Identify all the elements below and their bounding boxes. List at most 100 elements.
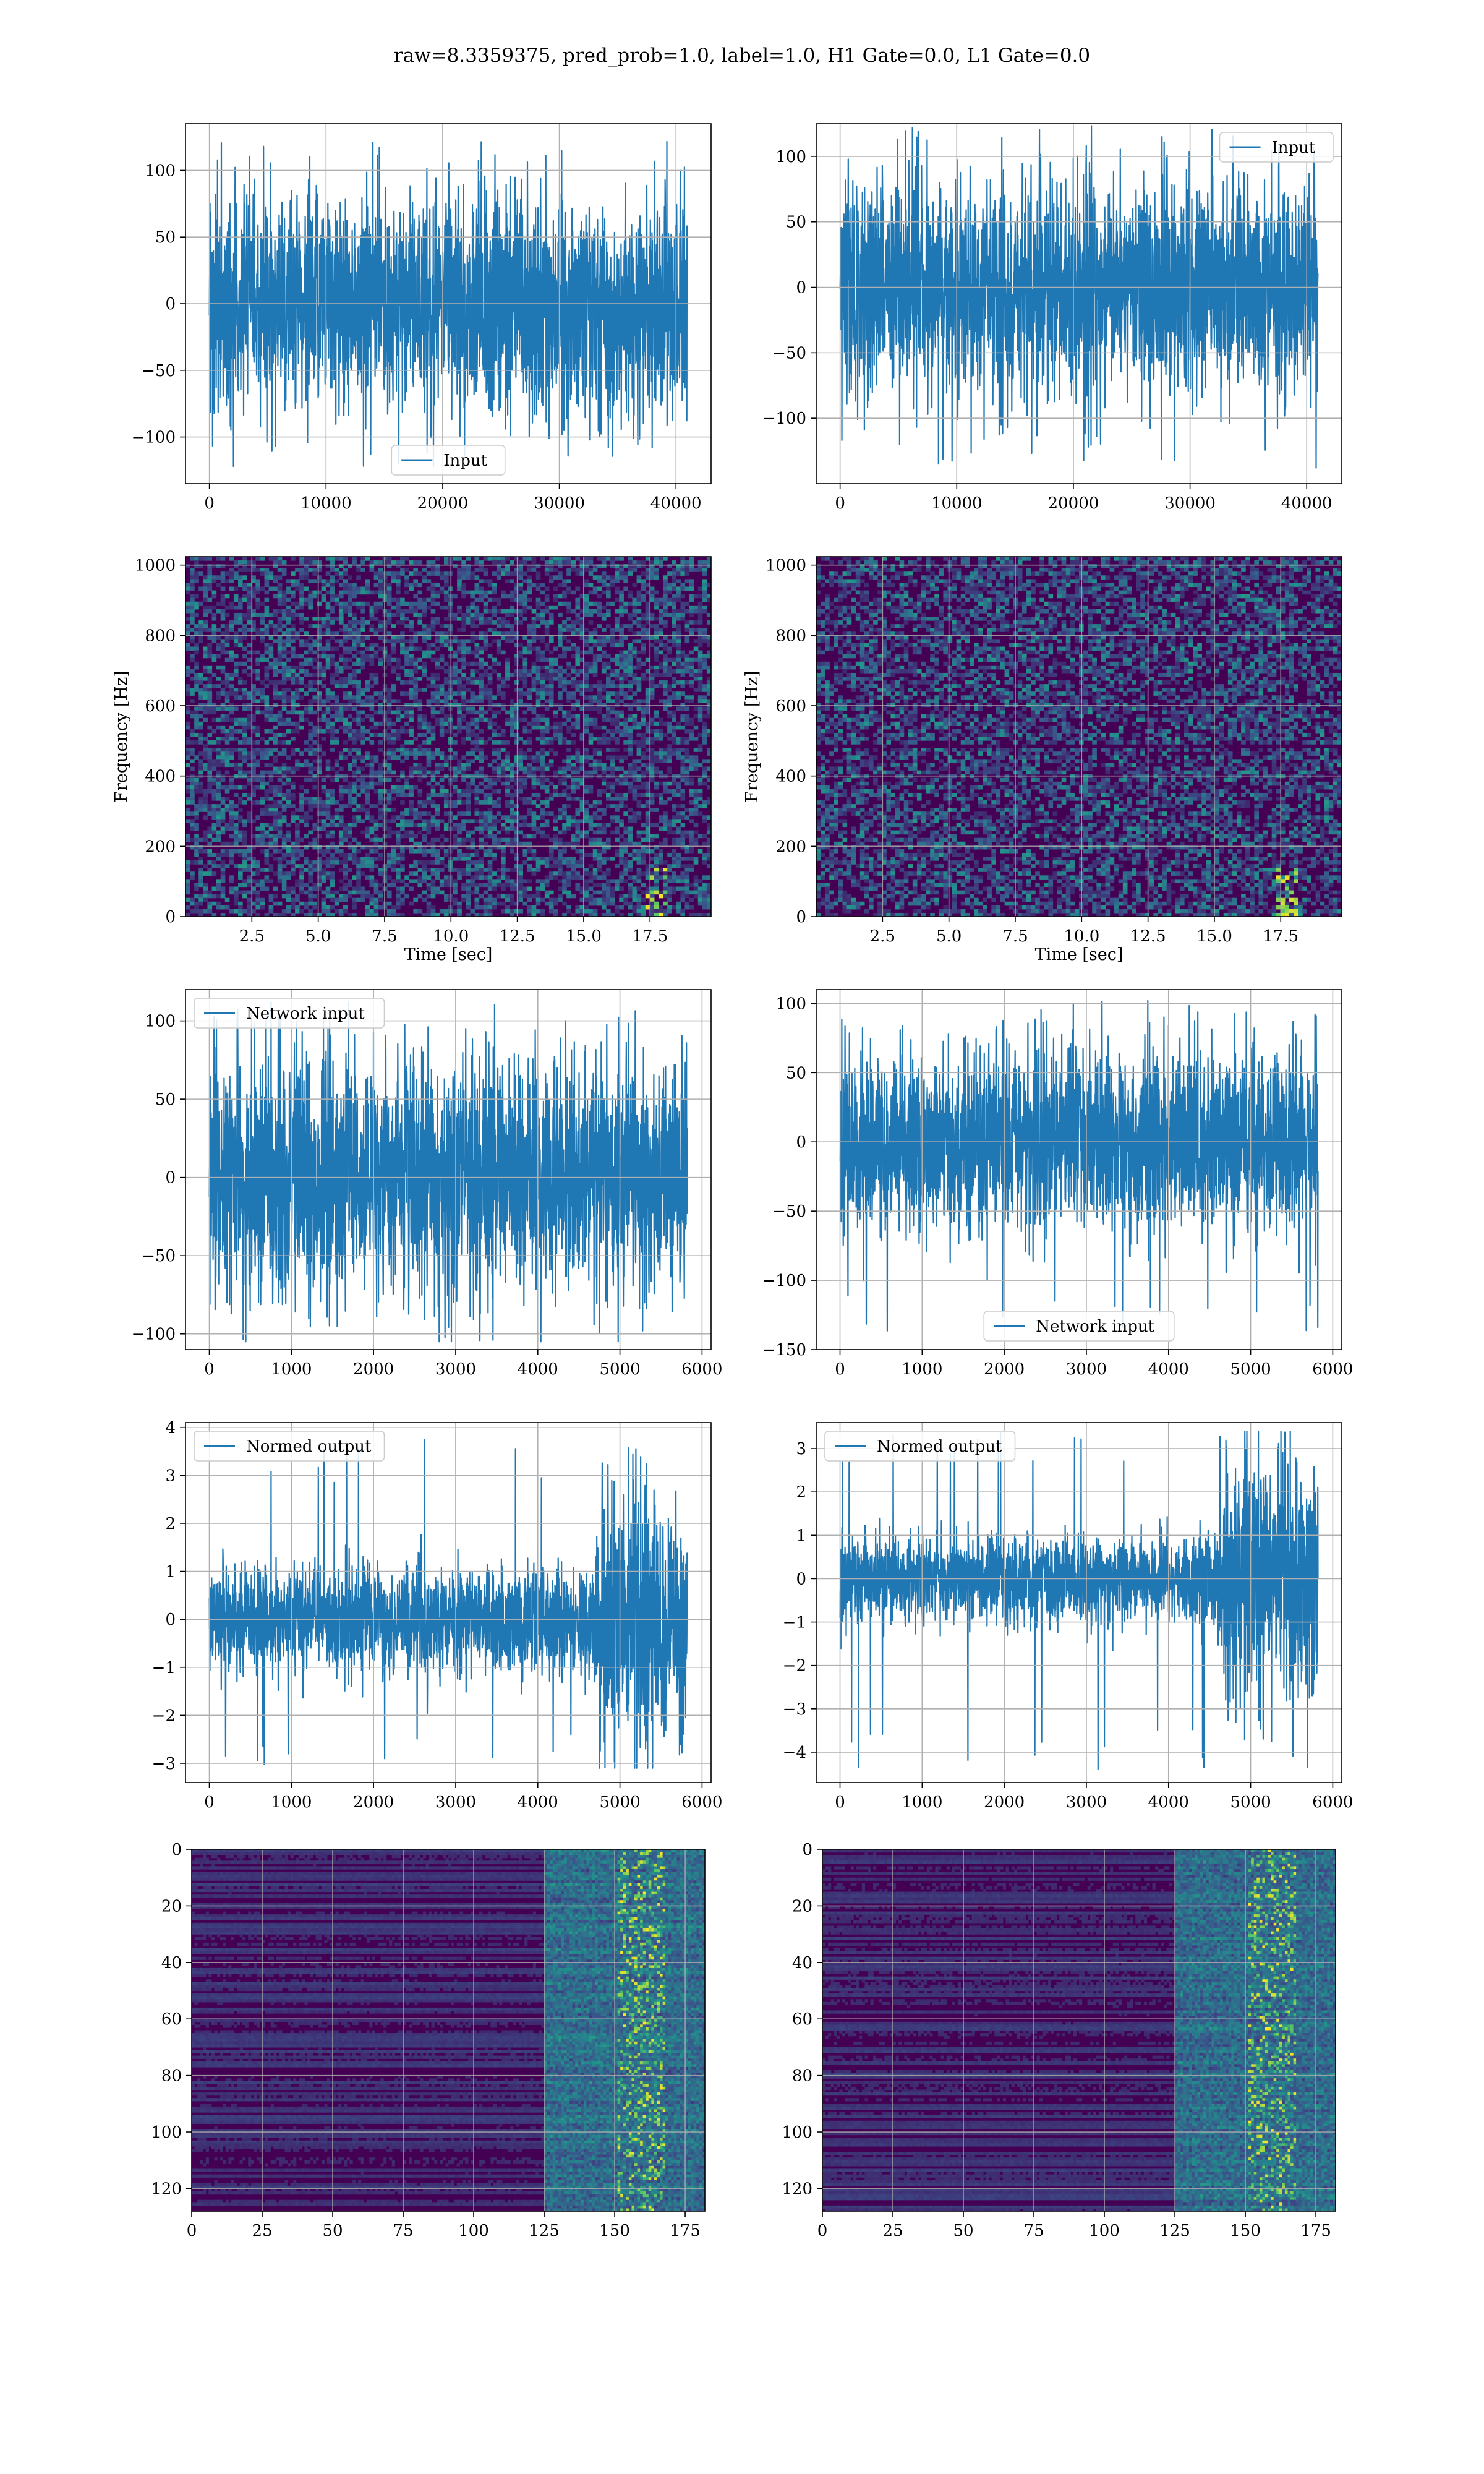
heatmap-cell	[579, 628, 585, 632]
heatmap-cell	[649, 590, 655, 595]
heatmap-cell	[190, 751, 195, 756]
heatmap-cell	[268, 717, 274, 722]
heatmap-cell	[632, 597, 638, 602]
heatmap-cell	[575, 699, 581, 704]
heatmap-cell	[295, 672, 300, 677]
heatmap-cell	[386, 620, 392, 625]
heatmap-cell	[518, 777, 524, 782]
heatmap-cell	[584, 677, 589, 681]
heatmap-cell	[343, 650, 348, 655]
heatmap-cell	[404, 650, 409, 655]
heatmap-cell	[706, 823, 711, 828]
heatmap-cell	[584, 725, 589, 730]
heatmap-cell	[676, 819, 681, 824]
heatmap-cell	[268, 575, 274, 580]
heatmap-cell	[457, 770, 462, 775]
heatmap-cell	[308, 597, 313, 602]
heatmap-cell	[654, 792, 659, 797]
heatmap-cell	[601, 590, 607, 595]
heatmap-cell	[553, 789, 558, 794]
heatmap-cell	[220, 725, 226, 730]
heatmap-cell	[348, 785, 352, 790]
heatmap-cell	[636, 751, 642, 756]
heatmap-cell	[697, 748, 703, 752]
heatmap-cell	[654, 654, 659, 659]
heatmap-cell	[597, 737, 602, 741]
heatmap-cell	[628, 669, 633, 674]
heatmap-cell	[348, 564, 352, 568]
heatmap-cell	[386, 800, 392, 805]
heatmap-cell	[229, 575, 234, 580]
heatmap-cell	[216, 811, 221, 816]
heatmap-cell	[510, 826, 514, 831]
heatmap-cell	[330, 635, 335, 640]
heatmap-cell	[672, 748, 676, 752]
heatmap-cell	[242, 628, 247, 632]
heatmap-cell	[186, 789, 190, 794]
heatmap-cell	[702, 729, 707, 734]
heatmap-cell	[194, 721, 199, 726]
heatmap-cell	[667, 766, 672, 771]
heatmap-cell	[186, 583, 190, 588]
heatmap-cell	[304, 717, 309, 722]
heatmap-cell	[693, 800, 699, 805]
heatmap-cell	[548, 781, 554, 786]
heatmap-cell	[291, 639, 296, 644]
heatmap-cell	[233, 665, 239, 670]
heatmap-cell	[558, 624, 563, 628]
heatmap-cell	[697, 777, 703, 782]
heatmap-cell	[203, 804, 208, 808]
heatmap-cell	[522, 755, 528, 760]
heatmap-cell	[697, 643, 703, 648]
heatmap-cell	[535, 815, 541, 820]
heatmap-cell	[544, 789, 550, 794]
heatmap-cell	[575, 661, 581, 666]
heatmap-cell	[426, 703, 432, 708]
heatmap-cell	[255, 568, 261, 572]
heatmap-cell	[684, 635, 690, 640]
heatmap-cell	[404, 680, 409, 685]
heatmap-cell	[623, 721, 629, 726]
heatmap-cell	[632, 609, 638, 614]
heatmap-cell	[601, 717, 607, 722]
heatmap-cell	[264, 811, 270, 816]
heatmap-cell	[373, 560, 379, 565]
heatmap-cell	[186, 710, 190, 715]
heatmap-cell	[268, 571, 274, 576]
heatmap-cell	[233, 575, 239, 580]
heatmap-cell	[229, 729, 234, 734]
heatmap-cell	[325, 612, 331, 617]
heatmap-cell	[610, 680, 615, 685]
heatmap-cell	[514, 631, 519, 636]
heatmap-cell	[453, 725, 458, 730]
heatmap-cell	[251, 669, 256, 674]
heatmap-cell	[697, 688, 703, 692]
heatmap-cell	[404, 785, 409, 790]
heatmap-cell	[680, 740, 686, 745]
heatmap-cell	[487, 808, 493, 812]
heatmap-cell	[286, 657, 291, 662]
heatmap-cell	[211, 654, 217, 659]
heatmap-cell	[632, 785, 638, 790]
heatmap-cell	[693, 811, 699, 816]
heatmap-cell	[689, 557, 694, 561]
heatmap-cell	[211, 635, 217, 640]
heatmap-cell	[540, 635, 545, 640]
heatmap-cell	[295, 830, 300, 835]
heatmap-cell	[348, 601, 352, 606]
heatmap-cell	[273, 755, 278, 760]
heatmap-cell	[601, 695, 607, 700]
heatmap-cell	[308, 560, 313, 565]
heatmap-cell	[260, 777, 265, 782]
heatmap-cell	[277, 560, 283, 565]
heatmap-cell	[360, 624, 366, 628]
heatmap-cell	[601, 737, 607, 741]
heatmap-cell	[317, 808, 322, 812]
heatmap-cell	[540, 766, 545, 771]
heatmap-cell	[466, 819, 471, 824]
heatmap-cell	[396, 677, 401, 681]
heatmap-cell	[422, 811, 427, 816]
heatmap-cell	[338, 751, 344, 756]
heatmap-cell	[378, 657, 383, 662]
heatmap-cell	[338, 657, 344, 662]
